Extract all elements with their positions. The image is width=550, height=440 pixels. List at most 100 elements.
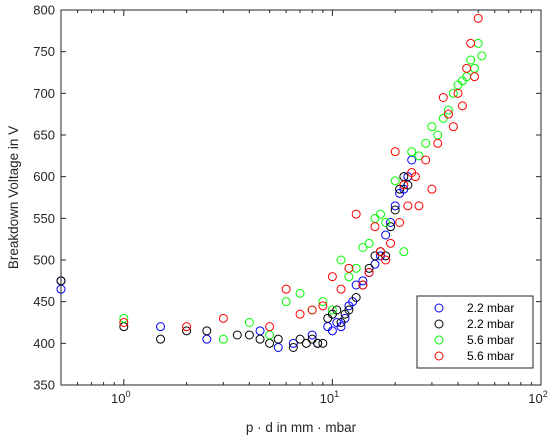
data-point-series-2 (351, 293, 361, 302)
data-point-series-1 (156, 322, 166, 332)
data-point-series-3 (318, 297, 328, 307)
data-point-series-3 (336, 255, 346, 265)
x-tick-label: 102 (528, 389, 547, 406)
data-point-series-1 (327, 326, 337, 336)
data-point-series-2 (182, 326, 192, 336)
data-point-series-3 (119, 313, 129, 323)
data-point-series-4 (351, 209, 361, 219)
plot-area-frame (60, 9, 542, 386)
data-point-series-2 (301, 338, 311, 348)
data-point-series-4 (281, 284, 291, 294)
data-point-series-1 (336, 322, 346, 332)
data-point-series-4 (421, 155, 431, 165)
data-point-series-2 (255, 334, 265, 344)
x-tick-label: 101 (320, 389, 339, 406)
data-point-series-4 (182, 322, 192, 332)
data-point-series-1 (390, 201, 400, 211)
y-tick-label: 500 (33, 253, 55, 268)
data-point-series-2 (273, 334, 283, 344)
data-point-series-2 (202, 326, 212, 336)
data-point-series-4 (265, 322, 275, 332)
data-point-series-4 (438, 93, 448, 102)
legend-marker (434, 303, 444, 313)
data-point-series-2 (344, 305, 354, 315)
data-point-series-3 (381, 218, 391, 227)
y-tick-label: 650 (33, 128, 55, 143)
data-point-series-3 (218, 334, 228, 344)
data-point-series-3 (443, 105, 453, 115)
data-point-series-2 (232, 330, 242, 340)
data-point-series-3 (407, 147, 417, 157)
data-point-series-4 (295, 309, 305, 319)
data-point-series-3 (414, 151, 424, 161)
data-point-series-3 (375, 209, 385, 219)
y-tick-label: 750 (33, 44, 55, 59)
data-point-series-2 (403, 180, 413, 190)
data-point-series-2 (336, 318, 346, 327)
data-point-series-4 (433, 138, 443, 148)
data-point-series-3 (351, 263, 361, 273)
legend: 2.2 mbar 2.2 mbar 5.6 mbar 5.6 mbar (416, 295, 534, 369)
data-point-series-2 (364, 263, 374, 273)
data-point-series-3 (358, 243, 368, 252)
data-point-series-4 (414, 201, 424, 211)
y-tick-label: 350 (33, 378, 55, 393)
legend-label: 5.6 mbar (467, 349, 514, 363)
data-point-series-4 (218, 313, 228, 323)
data-point-series-3 (364, 238, 374, 248)
legend-marker (434, 319, 444, 329)
axis-ticks: 350 400 450 500 550 600 650 700 750 800 100 101 102 (33, 3, 547, 407)
data-point-series-3 (399, 247, 409, 257)
data-point-series-4 (119, 318, 129, 327)
data-point-series-4 (327, 272, 337, 282)
data-point-series-4 (453, 88, 463, 98)
data-point-series-4 (457, 101, 467, 111)
data-point-series-3 (448, 88, 458, 98)
data-point-series-3 (295, 288, 305, 298)
data-point-series-4 (381, 255, 391, 265)
legend-marker (434, 351, 444, 361)
data-point-series-4 (427, 184, 437, 194)
data-point-series-1 (381, 230, 391, 240)
data-point-series-3 (427, 122, 437, 132)
data-point-series-4 (448, 122, 458, 132)
y-tick-label: 600 (33, 169, 55, 184)
x-axis-label: p · d in mm · mbar (246, 420, 357, 435)
data-point-series-4 (336, 284, 346, 294)
data-markers (56, 13, 487, 352)
data-point-series-3 (390, 176, 400, 186)
data-point-series-2 (390, 205, 400, 215)
data-point-series-4 (375, 247, 385, 257)
data-point-series-3 (281, 297, 291, 307)
data-point-series-1 (358, 276, 368, 286)
data-point-series-4 (364, 268, 374, 277)
data-point-series-3 (327, 305, 337, 315)
data-point-series-4 (473, 13, 483, 23)
legend-label: 5.6 mbar (467, 333, 514, 347)
data-point-series-4 (462, 63, 472, 73)
data-point-series-4 (470, 72, 480, 82)
data-point-series-2 (244, 330, 254, 340)
y-axis-label: Breakdown Voltage in V (6, 126, 21, 269)
data-point-series-2 (313, 338, 323, 348)
data-point-series-1 (288, 338, 298, 348)
data-point-series-2 (295, 334, 305, 344)
data-point-series-4 (318, 301, 328, 311)
y-tick-label: 700 (33, 86, 55, 101)
data-point-series-3 (421, 138, 431, 148)
data-point-series-2 (332, 305, 342, 315)
data-point-series-1 (351, 280, 361, 290)
legend-label: 2.2 mbar (467, 317, 514, 331)
data-point-series-1 (307, 330, 317, 340)
data-point-series-4 (466, 38, 476, 48)
data-point-series-4 (358, 280, 368, 290)
data-point-series-4 (399, 180, 409, 190)
legend-label: 2.2 mbar (467, 301, 514, 315)
y-tick-label: 550 (33, 211, 55, 226)
x-tick-label: 100 (111, 389, 130, 406)
data-point-series-4 (307, 305, 317, 315)
data-point-series-3 (466, 55, 476, 65)
data-point-series-4 (370, 222, 380, 232)
